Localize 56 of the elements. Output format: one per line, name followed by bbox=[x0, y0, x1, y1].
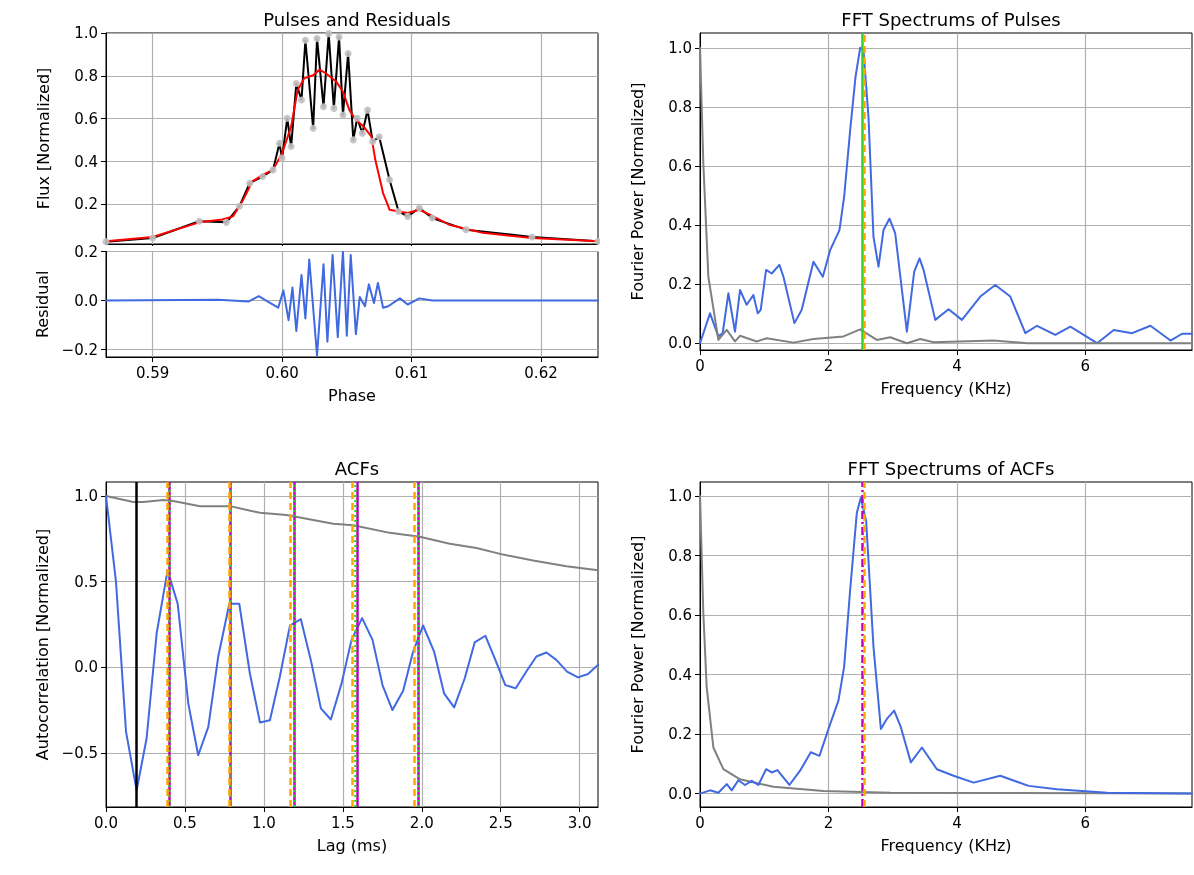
x-tick-label: 0.59 bbox=[135, 363, 170, 382]
y-tick-label: 0.5 bbox=[74, 572, 98, 591]
x-axis-title: Frequency (KHz) bbox=[880, 378, 1012, 398]
chart-title: FFT Spectrums of Pulses bbox=[841, 8, 1061, 30]
y-axis-title: Residual bbox=[33, 270, 53, 339]
y-tick-label: 0.6 bbox=[668, 606, 692, 625]
x-tick-label: 1.0 bbox=[251, 813, 276, 832]
x-tick-label: 0 bbox=[695, 356, 705, 375]
x-tick-label: 0 bbox=[695, 813, 705, 832]
x-axis-title: Frequency (KHz) bbox=[880, 835, 1012, 855]
chart-title: FFT Spectrums of ACFs bbox=[847, 457, 1055, 479]
y-axis-title: Autocorrelation [Normalized] bbox=[33, 528, 53, 761]
y-tick-label: 0.2 bbox=[668, 725, 692, 744]
y-tick-label: 0.0 bbox=[668, 334, 692, 353]
x-tick-label: 0.61 bbox=[394, 363, 429, 382]
x-tick-label: 2 bbox=[823, 813, 834, 832]
x-tick-label: 0.62 bbox=[524, 363, 558, 382]
x-tick-label: 3.0 bbox=[567, 813, 592, 832]
chart-title: Pulses and Residuals bbox=[263, 8, 451, 30]
y-tick-label: 0.0 bbox=[74, 291, 98, 310]
chart-title: ACFs bbox=[334, 457, 380, 479]
y-tick-label: 0.8 bbox=[74, 66, 98, 85]
x-axis-title: Phase bbox=[328, 385, 376, 405]
x-tick-label: 2.0 bbox=[409, 813, 434, 832]
y-tick-label: −0.2 bbox=[61, 340, 98, 359]
y-tick-label: 0.8 bbox=[668, 97, 692, 116]
y-tick-label: 0.0 bbox=[668, 784, 692, 803]
y-tick-label: 0.0 bbox=[74, 658, 98, 677]
y-tick-label: 1.0 bbox=[668, 38, 692, 57]
y-tick-label: 0.2 bbox=[74, 242, 98, 261]
x-tick-label: 0.5 bbox=[173, 813, 197, 832]
x-tick-label: 1.5 bbox=[330, 813, 355, 832]
x-tick-label: 0.0 bbox=[94, 813, 118, 832]
x-tick-label: 0.60 bbox=[265, 363, 299, 382]
y-tick-label: 0.4 bbox=[668, 216, 692, 235]
y-axis-title: Flux [Normalized] bbox=[33, 67, 53, 210]
x-tick-label: 6 bbox=[1080, 813, 1091, 832]
y-tick-label: 0.4 bbox=[668, 665, 692, 684]
y-tick-label: 0.4 bbox=[74, 152, 98, 171]
x-tick-label: 6 bbox=[1080, 356, 1091, 375]
y-tick-label: −0.5 bbox=[61, 743, 98, 762]
y-axis-title: Fourier Power [Normalized] bbox=[627, 82, 647, 301]
y-tick-label: 0.2 bbox=[668, 275, 692, 294]
x-tick-label: 2 bbox=[823, 356, 834, 375]
y-axis-title: Fourier Power [Normalized] bbox=[627, 535, 647, 754]
y-tick-label: 1.0 bbox=[74, 24, 98, 42]
x-tick-label: 4 bbox=[952, 356, 962, 375]
y-tick-label: 1.0 bbox=[668, 486, 692, 505]
y-tick-label: 0.6 bbox=[74, 109, 98, 128]
y-tick-label: 1.0 bbox=[74, 487, 98, 506]
y-tick-label: 0.8 bbox=[668, 546, 692, 565]
x-tick-label: 4 bbox=[952, 813, 962, 832]
y-tick-label: 0.2 bbox=[74, 195, 98, 214]
x-tick-label: 2.5 bbox=[488, 813, 513, 832]
y-tick-label: 0.6 bbox=[668, 156, 692, 175]
x-axis-title: Lag (ms) bbox=[316, 835, 388, 855]
